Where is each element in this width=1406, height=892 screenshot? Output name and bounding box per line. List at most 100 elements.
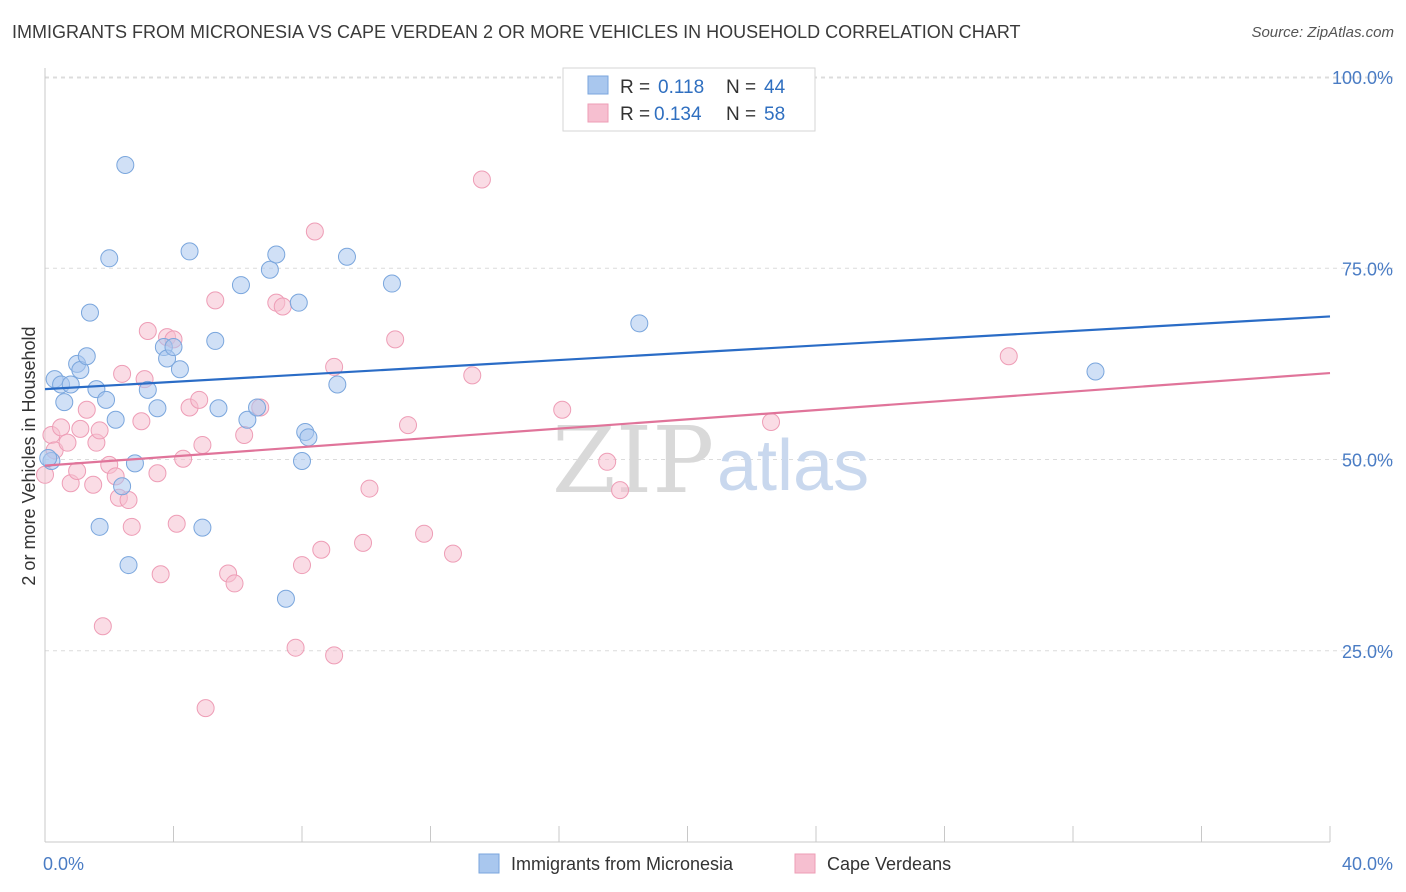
watermark-zip: ZIP <box>552 407 714 514</box>
point-micronesia <box>116 155 135 174</box>
point-micronesia <box>231 276 250 295</box>
legend-top-r-value-2: 0.134 <box>654 104 702 125</box>
point-cape-verdean <box>999 347 1018 366</box>
legend-top: R = 0.118 N = 44 R = 0.134 N = 58 <box>562 67 816 132</box>
legend-top-n-value-2: 58 <box>764 104 785 125</box>
point-cape-verdean <box>399 416 418 435</box>
point-cape-verdean <box>386 330 405 349</box>
point-cape-verdean <box>273 297 292 316</box>
point-cape-verdean <box>151 565 170 584</box>
point-micronesia <box>267 245 286 264</box>
point-cape-verdean <box>58 433 77 452</box>
point-cape-verdean <box>325 646 344 665</box>
point-micronesia <box>180 242 199 261</box>
point-cape-verdean <box>84 475 103 494</box>
watermark-atlas: atlas <box>717 426 869 506</box>
point-cape-verdean <box>553 400 572 419</box>
point-micronesia <box>119 556 138 575</box>
point-cape-verdean <box>206 291 225 310</box>
scatter-points <box>36 155 1105 718</box>
point-cape-verdean <box>354 533 373 552</box>
point-micronesia <box>61 375 80 394</box>
y-tick-label: 100.0% <box>1332 68 1393 88</box>
x-tick-labels: 0.0% 40.0% <box>43 854 1393 874</box>
y-tick-label: 75.0% <box>1342 259 1393 279</box>
x-tick-label-min: 0.0% <box>43 854 84 874</box>
point-micronesia <box>148 399 167 418</box>
point-micronesia <box>248 398 267 417</box>
legend-top-r-label-2: R = <box>620 104 650 125</box>
legend-top-swatch-pink <box>587 103 609 123</box>
watermark: ZIP atlas <box>552 407 869 514</box>
point-cape-verdean <box>193 435 212 454</box>
point-cape-verdean <box>762 413 781 432</box>
legend-bottom-swatch-pink <box>794 853 816 874</box>
point-micronesia <box>97 390 116 409</box>
point-cape-verdean <box>122 517 141 536</box>
legend-top-n-value-1: 44 <box>764 77 786 98</box>
point-micronesia <box>90 517 109 536</box>
point-micronesia <box>125 454 144 473</box>
legend-top-n-label-1: N = <box>726 77 756 98</box>
point-micronesia <box>100 249 119 268</box>
chart-title: IMMIGRANTS FROM MICRONESIA VS CAPE VERDE… <box>12 22 1021 42</box>
point-cape-verdean <box>113 364 132 383</box>
point-cape-verdean <box>93 617 112 636</box>
trend-line-cape-verdean <box>44 371 1331 467</box>
point-cape-verdean <box>77 400 96 419</box>
legend-top-swatch-blue <box>587 75 609 95</box>
point-cape-verdean <box>148 464 167 483</box>
legend-bottom-label-pink: Cape Verdeans <box>827 854 951 874</box>
point-cape-verdean <box>167 514 186 533</box>
trend-lines <box>44 315 1331 467</box>
point-micronesia <box>337 247 356 266</box>
point-cape-verdean <box>52 418 71 437</box>
point-cape-verdean <box>225 574 244 593</box>
point-micronesia <box>382 274 401 293</box>
legend-top-r-value-1: 0.118 <box>658 77 704 98</box>
point-micronesia <box>328 375 347 394</box>
point-cape-verdean <box>286 638 305 657</box>
point-micronesia <box>1086 362 1105 381</box>
trend-line-micronesia <box>44 315 1331 391</box>
point-cape-verdean <box>71 419 90 438</box>
point-cape-verdean <box>360 479 379 498</box>
point-cape-verdean <box>415 524 434 543</box>
point-micronesia <box>113 477 132 496</box>
point-micronesia <box>293 452 311 471</box>
legend-top-n-label-2: N = <box>726 104 756 125</box>
point-micronesia <box>106 410 125 429</box>
point-micronesia <box>170 360 189 379</box>
point-micronesia <box>77 347 96 366</box>
chart-source: Source: ZipAtlas.com <box>1251 24 1394 41</box>
point-cape-verdean <box>443 544 462 563</box>
point-cape-verdean <box>190 390 209 409</box>
point-micronesia <box>260 260 279 279</box>
legend-bottom-label-blue: Immigrants from Micronesia <box>511 854 734 874</box>
point-micronesia <box>209 399 228 418</box>
y-tick-labels: 25.0% 50.0% 75.0% 100.0% <box>1332 68 1393 662</box>
point-cape-verdean <box>196 699 215 718</box>
grid-lines <box>45 76 1395 652</box>
point-cape-verdean <box>598 452 617 471</box>
point-cape-verdean <box>611 481 630 500</box>
point-micronesia <box>238 410 257 429</box>
point-micronesia <box>80 303 99 322</box>
legend-top-r-label-1: R = <box>620 77 650 98</box>
point-cape-verdean <box>472 170 491 189</box>
y-tick-label: 50.0% <box>1342 451 1393 471</box>
point-micronesia <box>299 428 318 447</box>
point-cape-verdean <box>325 357 344 376</box>
legend-bottom-swatch-blue <box>478 853 500 874</box>
point-cape-verdean <box>174 449 193 468</box>
y-axis-label: 2 or more Vehicles in Household <box>19 326 39 585</box>
point-micronesia <box>138 380 157 399</box>
point-cape-verdean <box>138 321 157 340</box>
point-micronesia <box>206 331 225 350</box>
point-cape-verdean <box>305 222 324 241</box>
point-cape-verdean <box>293 556 311 575</box>
point-cape-verdean <box>90 421 109 440</box>
point-cape-verdean <box>68 461 87 480</box>
point-cape-verdean <box>463 366 482 385</box>
